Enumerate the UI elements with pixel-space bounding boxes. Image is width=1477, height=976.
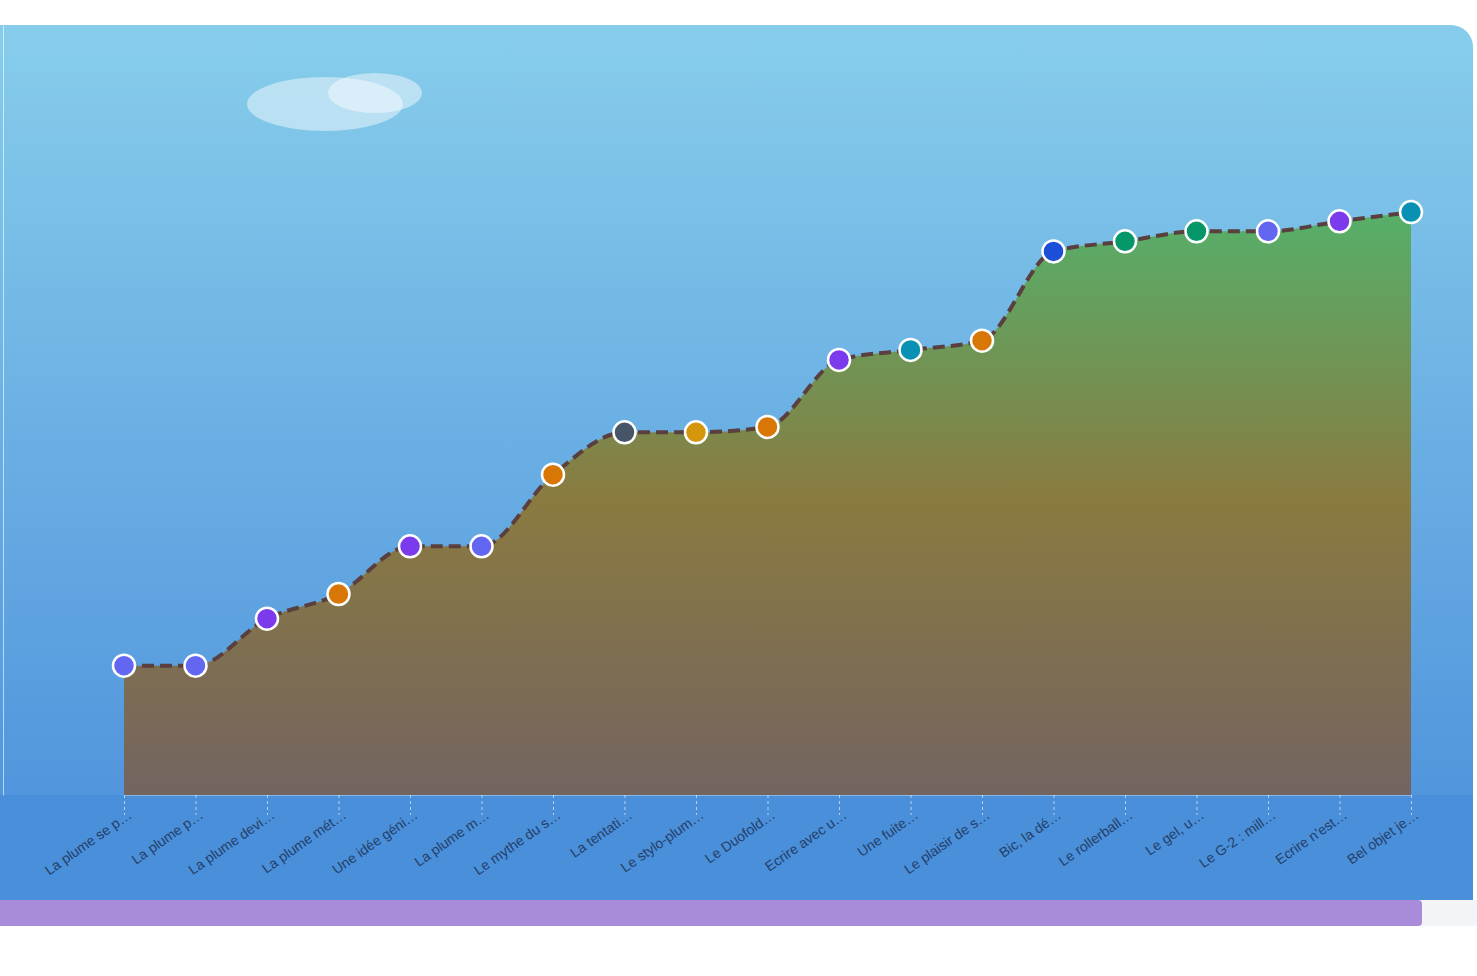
plot-area (113, 201, 1422, 795)
milestone-point[interactable] (1329, 210, 1351, 232)
mountain-area (124, 212, 1411, 795)
tick-label: La tentati… (567, 807, 635, 861)
tick: Ecrire n'est… (1272, 795, 1350, 868)
tick-label: Une fuite… (854, 807, 921, 860)
tick: Le plaisir de s… (901, 795, 992, 877)
tick-label: Bel objet je… (1344, 807, 1421, 868)
milestone-point[interactable] (399, 535, 421, 557)
tick: La plume se p… (42, 795, 135, 878)
trail-line (124, 212, 1411, 666)
milestone-point[interactable] (113, 655, 135, 677)
cloud (247, 73, 422, 131)
tick: Le stylo-plum… (618, 795, 707, 875)
milestone-point[interactable] (1114, 230, 1136, 252)
tick: Une idée géni… (329, 795, 420, 877)
milestone-point[interactable] (1043, 240, 1065, 262)
tick-label: Ecrire n'est… (1272, 807, 1350, 868)
tick-label: Le plaisir de s… (901, 807, 992, 878)
tick: Une fuite… (854, 795, 921, 860)
tick: Bic, la dé… (996, 795, 1064, 861)
tick: Le gel, u… (1142, 795, 1207, 858)
tick: Bel objet je… (1344, 795, 1421, 867)
milestone-point[interactable] (685, 421, 707, 443)
tick-label: Le G-2 : mill… (1196, 807, 1278, 871)
tick-label: Bic, la dé… (996, 807, 1064, 861)
milestone-point[interactable] (828, 349, 850, 371)
points (113, 201, 1422, 677)
tick-label: La plume se p… (42, 807, 135, 879)
tick: Ecrire avec u… (762, 795, 850, 875)
axis-band (0, 795, 1473, 900)
tick-label: Le rollerball… (1056, 807, 1136, 870)
milestone-point[interactable] (1257, 220, 1279, 242)
tick-label: Le stylo-plum… (618, 807, 707, 876)
tick: La plume p… (129, 795, 206, 867)
milestone-point[interactable] (1186, 220, 1208, 242)
tick: Le G-2 : mill… (1196, 795, 1278, 871)
sky-panel (0, 25, 1473, 900)
milestone-point[interactable] (542, 464, 564, 486)
y-axis-line (3, 26, 4, 796)
x-axis: La plume se p…La plume p…La plume devi…L… (42, 795, 1422, 878)
tick: Le Duofold… (702, 795, 778, 867)
milestone-point[interactable] (256, 608, 278, 630)
tick-label: Une idée géni… (329, 807, 420, 878)
milestone-point[interactable] (328, 583, 350, 605)
y-axis (3, 26, 4, 796)
milestone-point[interactable] (614, 421, 636, 443)
tick-label: Le mythe du s… (471, 807, 564, 879)
tick: Le rollerball… (1056, 795, 1136, 869)
milestone-point[interactable] (900, 339, 922, 361)
milestone-point[interactable] (185, 655, 207, 677)
progress-bar (0, 900, 1422, 926)
tick-label: Le gel, u… (1142, 807, 1207, 859)
tick: La tentati… (567, 795, 635, 861)
chart: La plume se p…La plume p…La plume devi…L… (0, 0, 1477, 976)
tick: Le mythe du s… (471, 795, 564, 878)
milestone-point[interactable] (1400, 201, 1422, 223)
milestone-point[interactable] (971, 330, 993, 352)
milestone-point[interactable] (471, 535, 493, 557)
milestone-point[interactable] (757, 416, 779, 438)
cloud-part (328, 73, 422, 113)
tick-label: Ecrire avec u… (762, 807, 850, 875)
